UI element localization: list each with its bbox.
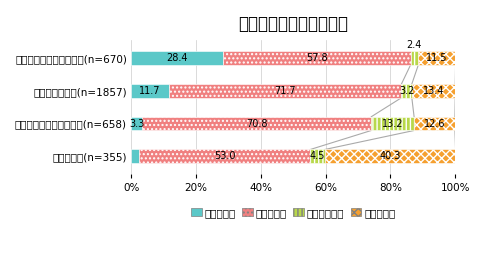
Text: 11.7: 11.7 (139, 86, 161, 96)
Text: 40.3: 40.3 (379, 151, 400, 161)
Text: 53.0: 53.0 (213, 151, 235, 161)
Bar (411, 84, 454, 98)
Bar (131, 117, 141, 130)
Text: 57.8: 57.8 (305, 53, 327, 63)
Bar (223, 51, 409, 65)
Bar (138, 150, 310, 163)
Bar (417, 51, 454, 65)
Bar (131, 51, 223, 65)
Text: 4.5: 4.5 (309, 151, 325, 161)
Text: 3.2: 3.2 (398, 86, 413, 96)
Bar (141, 117, 371, 130)
Text: 13.4: 13.4 (422, 86, 443, 96)
Bar (413, 117, 454, 130)
Title: 「職場の生産性」の変化: 「職場の生産性」の変化 (238, 15, 348, 33)
Text: 11.5: 11.5 (425, 53, 447, 63)
Bar (401, 84, 411, 98)
Bar (310, 150, 324, 163)
Text: 28.4: 28.4 (166, 53, 187, 63)
Bar (131, 84, 169, 98)
Bar (371, 117, 413, 130)
Bar (409, 51, 417, 65)
Bar (169, 84, 401, 98)
Text: 70.8: 70.8 (245, 119, 267, 129)
Text: 2.4: 2.4 (406, 40, 421, 50)
Legend: 改善された, 変わらない, 悪化している, 分からない: 改善された, 変わらない, 悪化している, 分からない (186, 204, 399, 222)
Text: 12.6: 12.6 (423, 119, 444, 129)
Text: 13.2: 13.2 (381, 119, 403, 129)
Bar (324, 150, 454, 163)
Bar (131, 150, 138, 163)
Text: 71.7: 71.7 (274, 86, 295, 96)
Text: 3.3: 3.3 (129, 119, 144, 129)
